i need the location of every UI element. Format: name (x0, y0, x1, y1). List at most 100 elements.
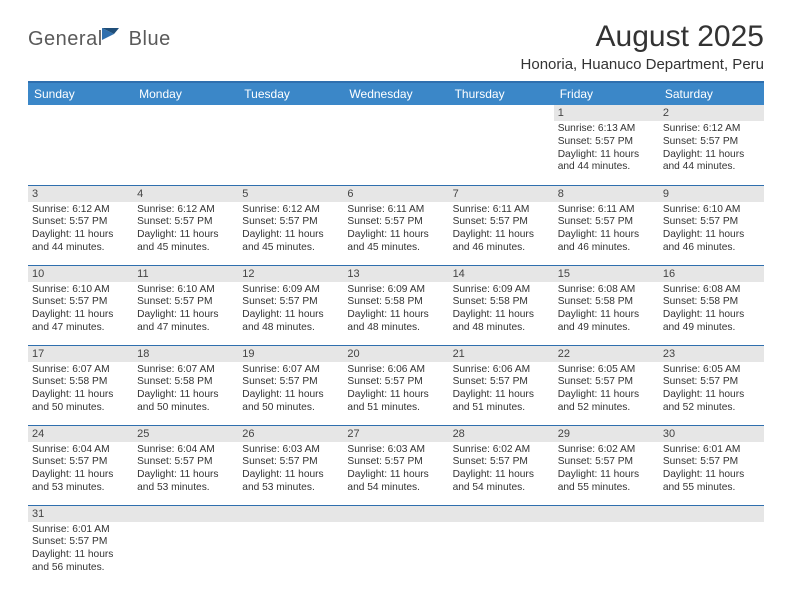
calendar-cell: 22Sunrise: 6:05 AMSunset: 5:57 PMDayligh… (554, 345, 659, 425)
flag-icon (101, 26, 127, 53)
brand-part1: General (28, 28, 103, 51)
day-details: Sunrise: 6:13 AMSunset: 5:57 PMDaylight:… (554, 121, 659, 178)
calendar-cell (449, 505, 554, 585)
day-number: 27 (343, 426, 448, 442)
day-number: 29 (554, 426, 659, 442)
month-title: August 2025 (521, 20, 764, 54)
day-details: Sunrise: 6:05 AMSunset: 5:57 PMDaylight:… (659, 362, 764, 419)
day-number: 15 (554, 266, 659, 282)
calendar-table: SundayMondayTuesdayWednesdayThursdayFrid… (28, 83, 764, 585)
empty-cell (343, 506, 448, 522)
day-details: Sunrise: 6:07 AMSunset: 5:57 PMDaylight:… (238, 362, 343, 419)
calendar-cell: 26Sunrise: 6:03 AMSunset: 5:57 PMDayligh… (238, 425, 343, 505)
calendar-cell: 21Sunrise: 6:06 AMSunset: 5:57 PMDayligh… (449, 345, 554, 425)
day-number: 25 (133, 426, 238, 442)
calendar-cell (659, 505, 764, 585)
day-number: 13 (343, 266, 448, 282)
calendar-cell: 10Sunrise: 6:10 AMSunset: 5:57 PMDayligh… (28, 265, 133, 345)
calendar-cell (133, 505, 238, 585)
calendar-cell: 27Sunrise: 6:03 AMSunset: 5:57 PMDayligh… (343, 425, 448, 505)
day-number: 22 (554, 346, 659, 362)
calendar-cell: 15Sunrise: 6:08 AMSunset: 5:58 PMDayligh… (554, 265, 659, 345)
brand-logo: General Blue (28, 20, 171, 53)
calendar-cell: 20Sunrise: 6:06 AMSunset: 5:57 PMDayligh… (343, 345, 448, 425)
day-number: 5 (238, 186, 343, 202)
weekday-header: Wednesday (343, 83, 448, 105)
day-number: 28 (449, 426, 554, 442)
empty-cell (449, 506, 554, 522)
day-number: 9 (659, 186, 764, 202)
calendar-cell (554, 505, 659, 585)
calendar-cell: 1Sunrise: 6:13 AMSunset: 5:57 PMDaylight… (554, 105, 659, 185)
day-number: 19 (238, 346, 343, 362)
day-details: Sunrise: 6:01 AMSunset: 5:57 PMDaylight:… (28, 522, 133, 579)
title-block: August 2025 Honoria, Huanuco Department,… (521, 20, 764, 73)
day-details: Sunrise: 6:11 AMSunset: 5:57 PMDaylight:… (449, 202, 554, 259)
calendar-cell (343, 105, 448, 185)
empty-cell (449, 105, 554, 121)
calendar-cell (343, 505, 448, 585)
weekday-header: Saturday (659, 83, 764, 105)
calendar-body: 1Sunrise: 6:13 AMSunset: 5:57 PMDaylight… (28, 105, 764, 585)
day-details: Sunrise: 6:05 AMSunset: 5:57 PMDaylight:… (554, 362, 659, 419)
calendar-cell: 24Sunrise: 6:04 AMSunset: 5:57 PMDayligh… (28, 425, 133, 505)
calendar-cell: 5Sunrise: 6:12 AMSunset: 5:57 PMDaylight… (238, 185, 343, 265)
empty-cell (28, 105, 133, 121)
day-details: Sunrise: 6:12 AMSunset: 5:57 PMDaylight:… (28, 202, 133, 259)
calendar-cell (133, 105, 238, 185)
calendar-cell: 28Sunrise: 6:02 AMSunset: 5:57 PMDayligh… (449, 425, 554, 505)
day-number: 8 (554, 186, 659, 202)
day-details: Sunrise: 6:08 AMSunset: 5:58 PMDaylight:… (554, 282, 659, 339)
day-details: Sunrise: 6:12 AMSunset: 5:57 PMDaylight:… (238, 202, 343, 259)
day-number: 14 (449, 266, 554, 282)
day-number: 20 (343, 346, 448, 362)
header: General Blue August 2025 Honoria, Huanuc… (28, 20, 764, 73)
calendar-cell: 6Sunrise: 6:11 AMSunset: 5:57 PMDaylight… (343, 185, 448, 265)
empty-cell (238, 506, 343, 522)
calendar-cell: 4Sunrise: 6:12 AMSunset: 5:57 PMDaylight… (133, 185, 238, 265)
day-number: 30 (659, 426, 764, 442)
calendar-cell (449, 105, 554, 185)
calendar-cell: 8Sunrise: 6:11 AMSunset: 5:57 PMDaylight… (554, 185, 659, 265)
day-number: 31 (28, 506, 133, 522)
day-details: Sunrise: 6:04 AMSunset: 5:57 PMDaylight:… (28, 442, 133, 499)
calendar-cell: 31Sunrise: 6:01 AMSunset: 5:57 PMDayligh… (28, 505, 133, 585)
day-number: 4 (133, 186, 238, 202)
day-details: Sunrise: 6:06 AMSunset: 5:57 PMDaylight:… (343, 362, 448, 419)
day-details: Sunrise: 6:07 AMSunset: 5:58 PMDaylight:… (133, 362, 238, 419)
day-details: Sunrise: 6:06 AMSunset: 5:57 PMDaylight:… (449, 362, 554, 419)
day-number: 6 (343, 186, 448, 202)
calendar-cell: 11Sunrise: 6:10 AMSunset: 5:57 PMDayligh… (133, 265, 238, 345)
calendar-cell: 12Sunrise: 6:09 AMSunset: 5:57 PMDayligh… (238, 265, 343, 345)
weekday-header: Tuesday (238, 83, 343, 105)
day-details: Sunrise: 6:02 AMSunset: 5:57 PMDaylight:… (554, 442, 659, 499)
calendar-cell: 25Sunrise: 6:04 AMSunset: 5:57 PMDayligh… (133, 425, 238, 505)
day-number: 10 (28, 266, 133, 282)
calendar-cell: 16Sunrise: 6:08 AMSunset: 5:58 PMDayligh… (659, 265, 764, 345)
weekday-header: Thursday (449, 83, 554, 105)
weekday-header: Sunday (28, 83, 133, 105)
calendar-cell: 18Sunrise: 6:07 AMSunset: 5:58 PMDayligh… (133, 345, 238, 425)
day-number: 3 (28, 186, 133, 202)
day-details: Sunrise: 6:09 AMSunset: 5:58 PMDaylight:… (343, 282, 448, 339)
day-number: 2 (659, 105, 764, 121)
empty-cell (133, 105, 238, 121)
day-number: 21 (449, 346, 554, 362)
day-number: 26 (238, 426, 343, 442)
day-details: Sunrise: 6:08 AMSunset: 5:58 PMDaylight:… (659, 282, 764, 339)
location: Honoria, Huanuco Department, Peru (521, 56, 764, 73)
calendar-cell: 14Sunrise: 6:09 AMSunset: 5:58 PMDayligh… (449, 265, 554, 345)
calendar-cell: 13Sunrise: 6:09 AMSunset: 5:58 PMDayligh… (343, 265, 448, 345)
day-details: Sunrise: 6:02 AMSunset: 5:57 PMDaylight:… (449, 442, 554, 499)
day-number: 23 (659, 346, 764, 362)
day-details: Sunrise: 6:04 AMSunset: 5:57 PMDaylight:… (133, 442, 238, 499)
calendar-cell (28, 105, 133, 185)
calendar-cell: 29Sunrise: 6:02 AMSunset: 5:57 PMDayligh… (554, 425, 659, 505)
day-details: Sunrise: 6:12 AMSunset: 5:57 PMDaylight:… (133, 202, 238, 259)
calendar-cell: 17Sunrise: 6:07 AMSunset: 5:58 PMDayligh… (28, 345, 133, 425)
day-details: Sunrise: 6:12 AMSunset: 5:57 PMDaylight:… (659, 121, 764, 178)
day-number: 12 (238, 266, 343, 282)
day-details: Sunrise: 6:10 AMSunset: 5:57 PMDaylight:… (659, 202, 764, 259)
day-details: Sunrise: 6:09 AMSunset: 5:57 PMDaylight:… (238, 282, 343, 339)
calendar-cell: 30Sunrise: 6:01 AMSunset: 5:57 PMDayligh… (659, 425, 764, 505)
